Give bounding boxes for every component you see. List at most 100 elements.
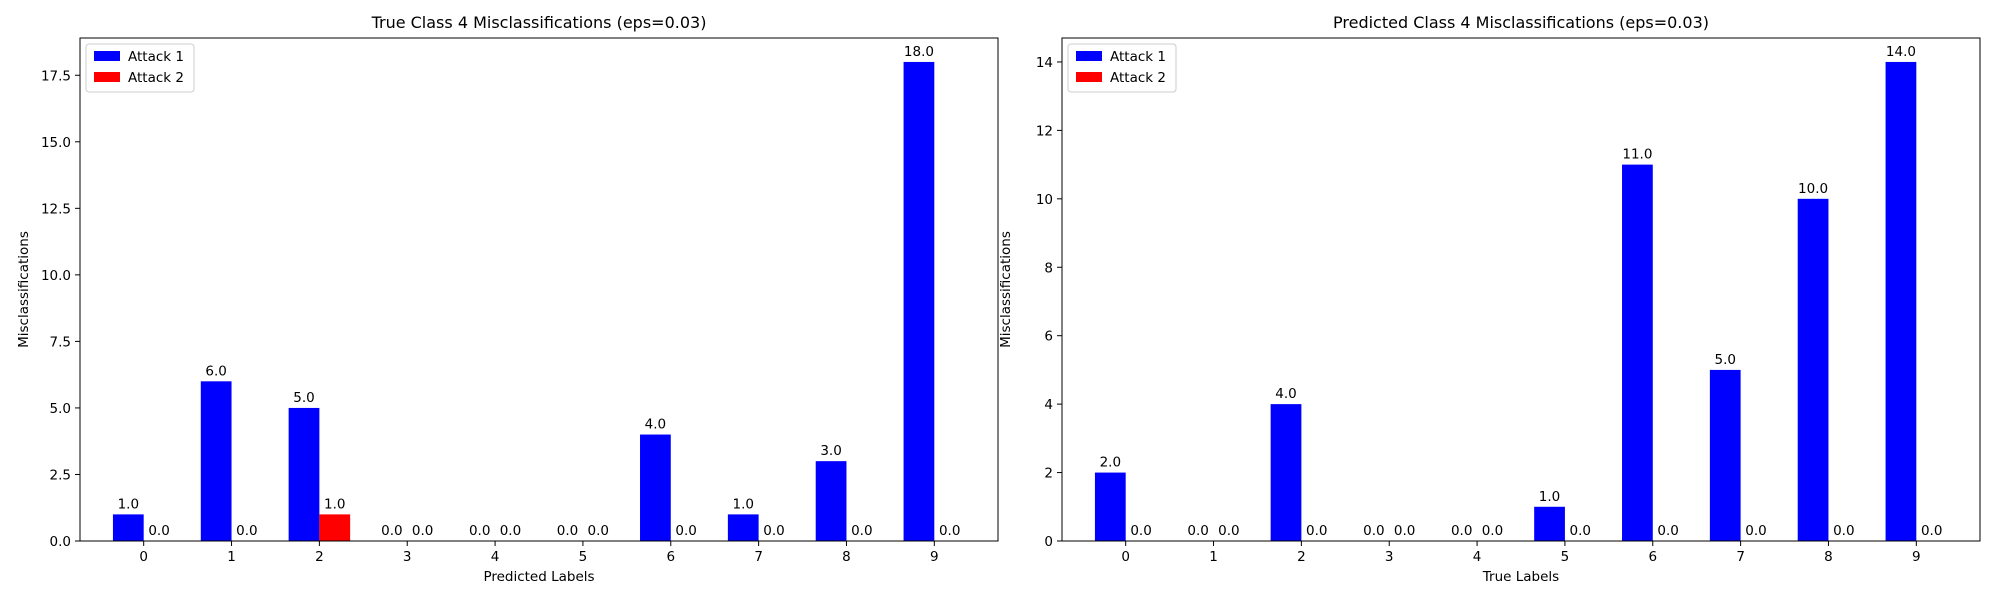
chart-panel-1: Predicted Class 4 Misclassifications (ep…: [998, 13, 1981, 585]
bar-value-label: 4.0: [645, 417, 666, 433]
x-tick-label: 1: [227, 549, 236, 565]
bar-value-label: 0.0: [851, 523, 872, 539]
x-tick-label: 8: [842, 549, 851, 565]
bar-attack-1-7: [727, 514, 759, 541]
bar-value-label: 0.0: [1187, 523, 1208, 539]
bar-value-label: 18.0: [904, 44, 934, 60]
bar-value-label: 0.0: [236, 523, 257, 539]
bar-value-label: 1.0: [118, 496, 139, 512]
bar-value-label: 5.0: [1715, 352, 1736, 368]
y-tick-label: 12: [1036, 123, 1053, 139]
legend-swatch: [94, 51, 120, 61]
bar-value-label: 0.0: [1482, 523, 1503, 539]
y-tick-label: 8: [1044, 260, 1053, 276]
x-tick-label: 0: [139, 549, 148, 565]
bar-value-label: 0.0: [588, 523, 609, 539]
y-tick-label: 0.0: [50, 534, 71, 550]
plot-frame: [1061, 37, 1981, 542]
bar-attack-1-2: [288, 407, 320, 541]
bar-attack-1-8: [815, 461, 847, 541]
y-tick-label: 10.0: [41, 268, 71, 284]
y-tick-label: 12.5: [41, 201, 71, 217]
bar-value-label: 0.0: [1394, 523, 1415, 539]
chart-panel-0: True Class 4 Misclassifications (eps=0.0…: [16, 13, 999, 585]
x-axis-label: True Labels: [1482, 569, 1559, 585]
bar-value-label: 5.0: [293, 390, 314, 406]
x-tick-label: 7: [754, 549, 763, 565]
bar-attack-1-7: [1709, 369, 1741, 541]
bar-value-label: 0.0: [1745, 523, 1766, 539]
x-tick-label: 2: [315, 549, 324, 565]
bar-value-label: 0.0: [675, 523, 696, 539]
bar-value-label: 1.0: [1539, 489, 1560, 505]
bar-value-label: 0.0: [412, 523, 433, 539]
x-tick-label: 9: [930, 549, 939, 565]
y-tick-label: 4: [1044, 397, 1053, 413]
bar-value-label: 0.0: [469, 523, 490, 539]
bar-attack-1-2: [1270, 404, 1302, 541]
bar-attack-1-6: [640, 434, 671, 541]
x-tick-label: 2: [1297, 549, 1306, 565]
bar-value-label: 14.0: [1886, 44, 1916, 60]
x-tick-label: 5: [1561, 549, 1570, 565]
x-tick-label: 5: [579, 549, 588, 565]
bar-attack-1-6: [1622, 164, 1653, 541]
bar-attack-2-2: [319, 514, 351, 541]
y-tick-label: 7.5: [50, 334, 71, 350]
legend-swatch: [1076, 72, 1102, 82]
bar-value-label: 0.0: [1570, 523, 1591, 539]
bar-value-label: 0.0: [1306, 523, 1327, 539]
legend-swatch: [1076, 51, 1102, 61]
bar-value-label: 10.0: [1798, 181, 1828, 197]
x-tick-label: 6: [666, 549, 675, 565]
bar-value-label: 0.0: [148, 523, 169, 539]
bar-value-label: 11.0: [1622, 147, 1652, 163]
legend-entry: Attack 1: [1110, 49, 1166, 65]
bar-value-label: 2.0: [1100, 455, 1121, 471]
y-axis-label: Misclassifications: [16, 231, 32, 348]
chart-title: Predicted Class 4 Misclassifications (ep…: [1333, 13, 1709, 32]
bar-value-label: 0.0: [939, 523, 960, 539]
y-tick-label: 2: [1044, 466, 1053, 482]
bar-value-label: 0.0: [500, 523, 521, 539]
bar-value-label: 0.0: [1218, 523, 1239, 539]
chart-title: True Class 4 Misclassifications (eps=0.0…: [371, 13, 707, 32]
bar-attack-1-8: [1797, 198, 1829, 542]
bar-value-label: 1.0: [324, 496, 345, 512]
bar-value-label: 0.0: [1451, 523, 1472, 539]
legend-entry: Attack 2: [128, 70, 184, 86]
y-tick-label: 17.5: [41, 68, 71, 84]
bar-value-label: 4.0: [1275, 386, 1296, 402]
x-axis-label: Predicted Labels: [483, 569, 594, 585]
y-tick-label: 6: [1044, 329, 1053, 345]
x-tick-label: 1: [1209, 549, 1218, 565]
x-tick-label: 3: [1385, 549, 1394, 565]
bar-value-label: 6.0: [205, 363, 226, 379]
legend-entry: Attack 2: [1110, 70, 1166, 86]
y-tick-label: 5.0: [50, 401, 71, 417]
x-tick-label: 4: [1473, 549, 1482, 565]
bar-value-label: 0.0: [1130, 523, 1151, 539]
legend-entry: Attack 1: [128, 49, 184, 65]
bar-value-label: 0.0: [1833, 523, 1854, 539]
x-tick-label: 9: [1912, 549, 1921, 565]
y-tick-label: 15.0: [41, 135, 71, 151]
y-tick-label: 0: [1044, 534, 1053, 550]
x-tick-label: 8: [1824, 549, 1833, 565]
bar-value-label: 0.0: [1657, 523, 1678, 539]
plot-frame: [79, 37, 999, 542]
bar-attack-1-5: [1534, 506, 1565, 541]
y-tick-label: 2.5: [50, 467, 71, 483]
bar-value-label: 0.0: [381, 523, 402, 539]
x-tick-label: 4: [491, 549, 500, 565]
bar-value-label: 0.0: [763, 523, 784, 539]
legend-swatch: [94, 72, 120, 82]
bar-value-label: 1.0: [733, 496, 754, 512]
x-tick-label: 0: [1121, 549, 1130, 565]
legend: Attack 1 Attack 2: [85, 43, 195, 93]
bar-attack-1-0: [112, 514, 144, 541]
bar-value-label: 0.0: [1363, 523, 1384, 539]
bar-attack-1-9: [903, 61, 935, 541]
